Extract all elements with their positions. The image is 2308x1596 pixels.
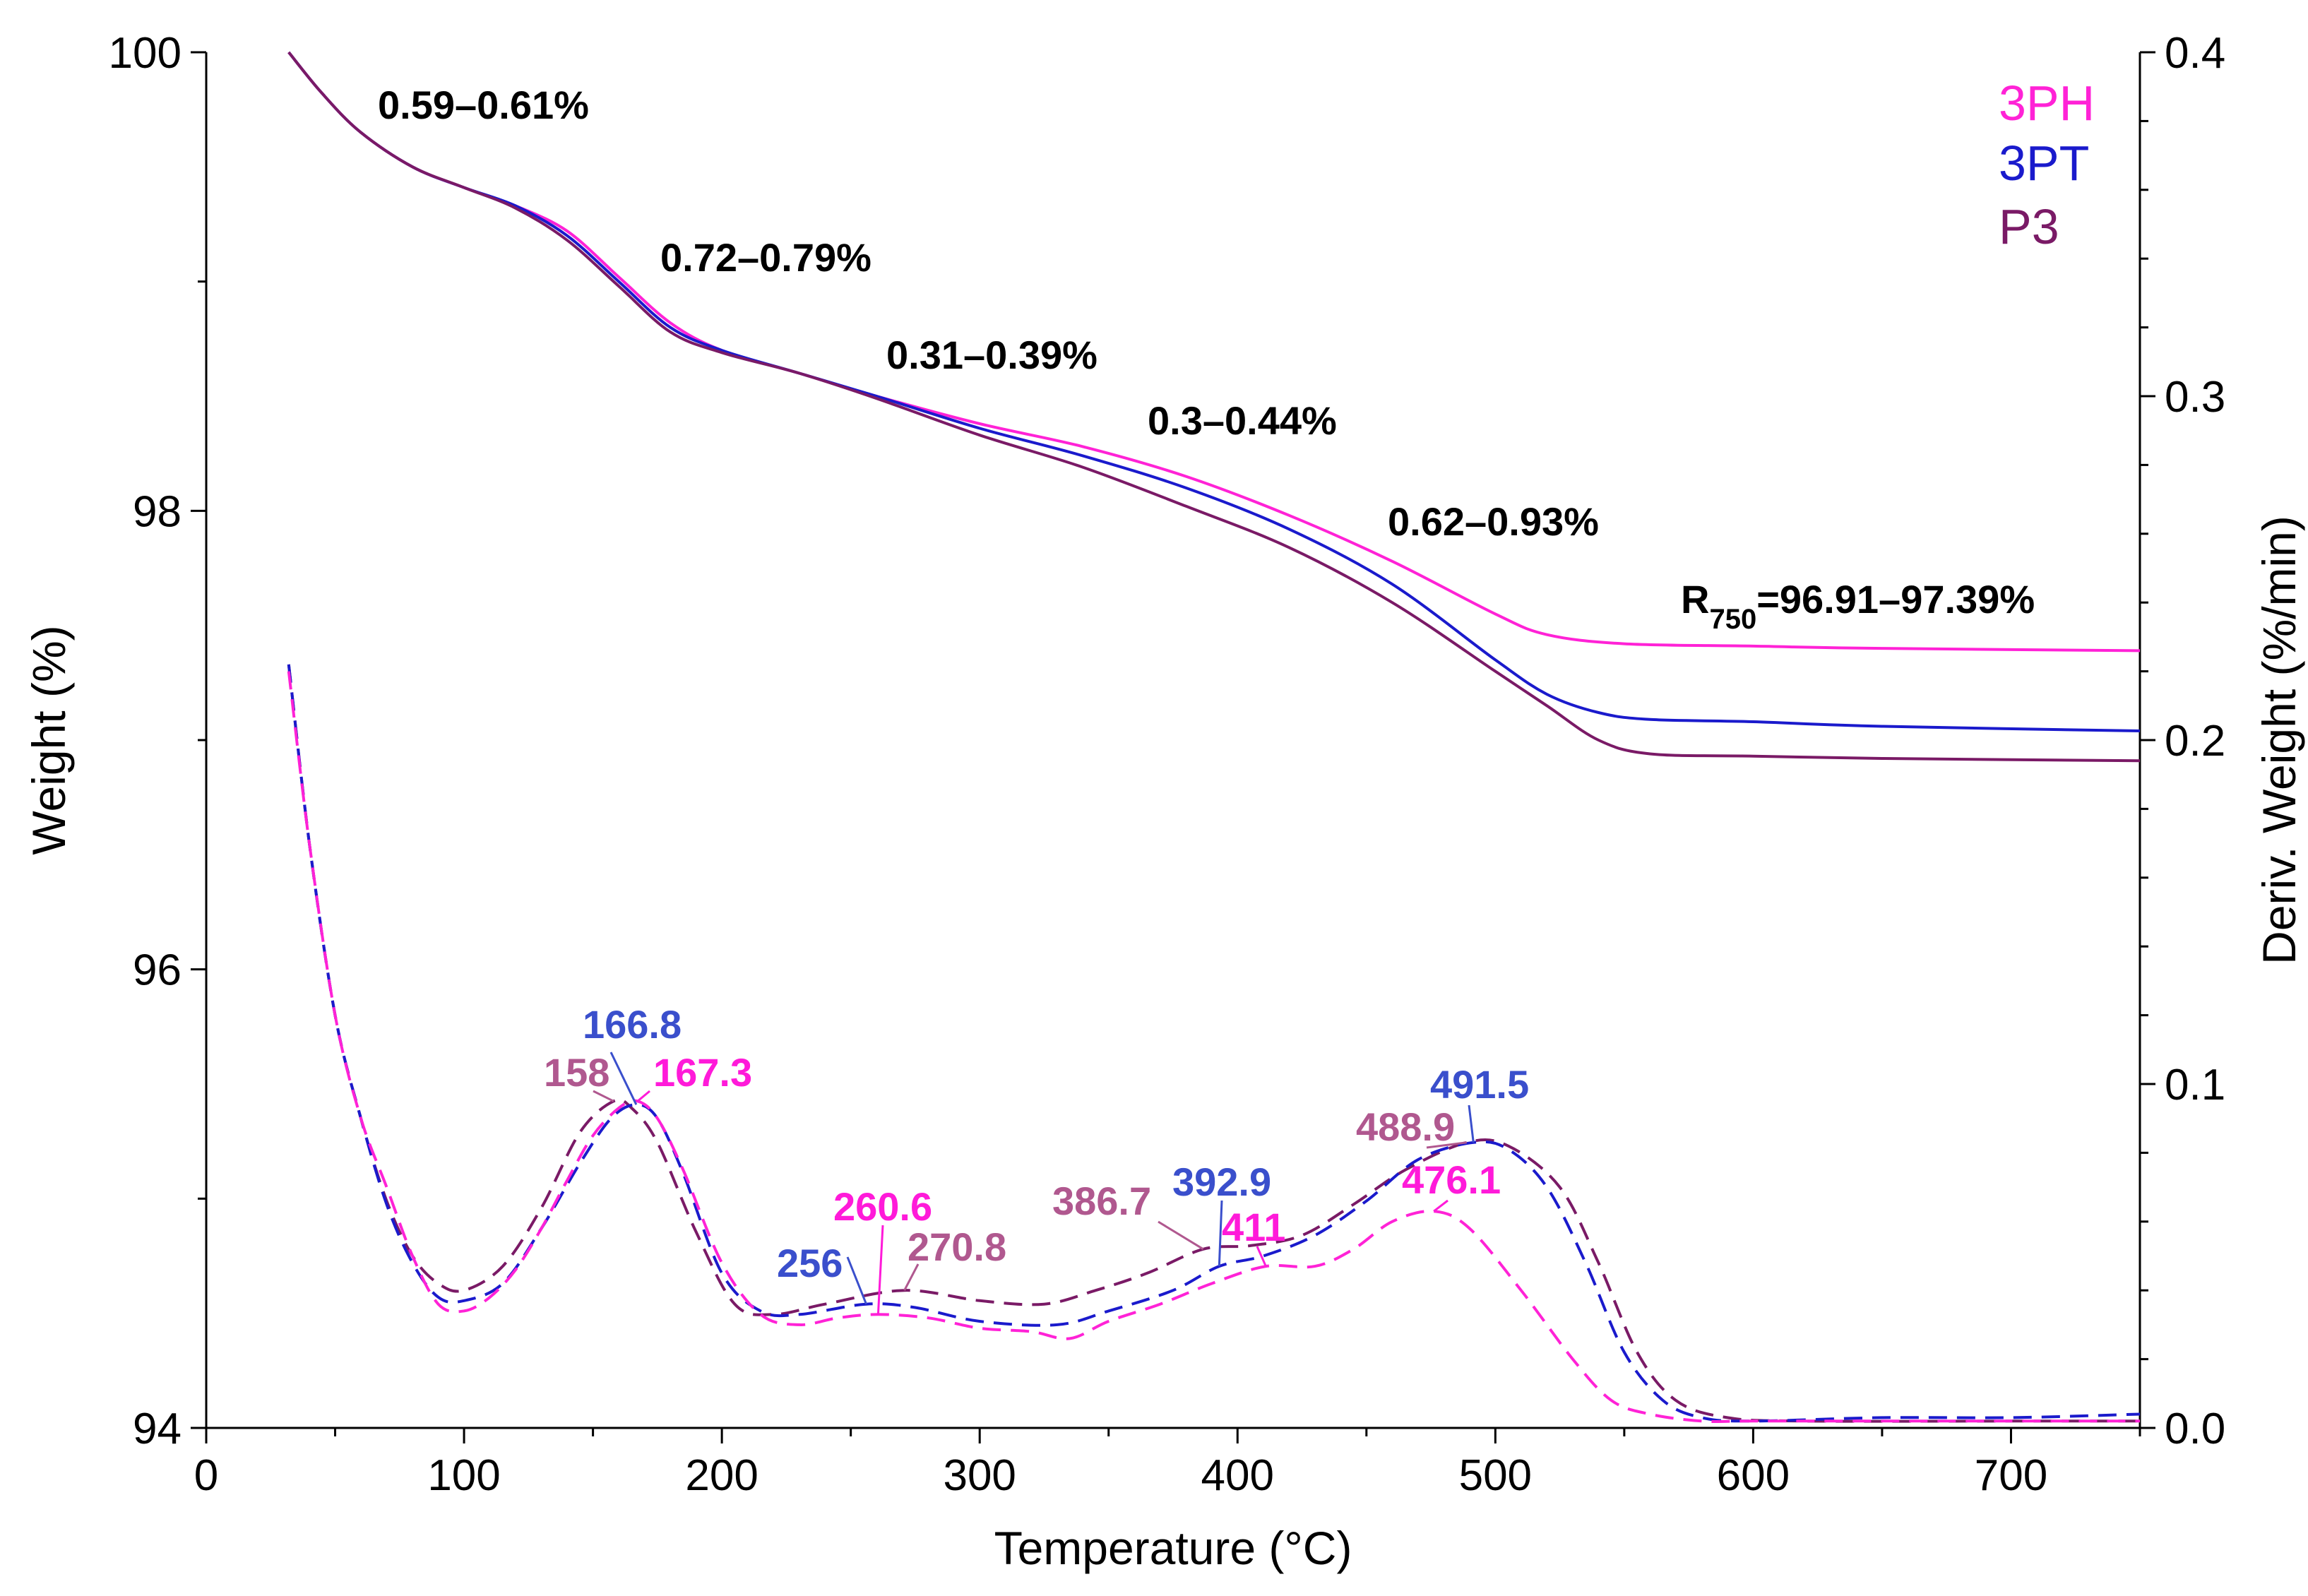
peak-label-3pt-256: 256	[777, 1241, 843, 1285]
peak-leader-line	[1158, 1220, 1204, 1251]
mass-loss-label: 0.62–0.93%	[1388, 499, 1599, 544]
legend-entry-p3: P3	[1999, 199, 2059, 254]
x-tick-label: 400	[1201, 1451, 1274, 1500]
peak-leader-lines	[593, 1052, 1475, 1315]
y-tick-label: 96	[133, 946, 182, 995]
peak-leader-line	[593, 1090, 614, 1102]
y-tick-label: 100	[109, 29, 182, 78]
mass-loss-label: 0.3–0.44%	[1148, 398, 1337, 443]
residue-label: R750=96.91–97.39%	[1681, 577, 2035, 635]
y-tick-label: 94	[133, 1405, 182, 1453]
y2-axis-title: Deriv. Weight (%/min)	[2253, 516, 2305, 965]
peak-label-p3-386-7: 386.7	[1052, 1179, 1151, 1223]
x-tick-label: 0	[194, 1451, 218, 1500]
peak-leader-line	[636, 1090, 650, 1102]
x-tick-label: 600	[1717, 1451, 1790, 1500]
peak-leader-line	[609, 1052, 638, 1105]
peak-leader-line	[1468, 1104, 1475, 1143]
y-tick-label: 98	[133, 487, 182, 536]
residue-prefix: R	[1681, 577, 1709, 621]
peak-label-3pt-491-5: 491.5	[1430, 1062, 1529, 1107]
mass-loss-label: 0.59–0.61%	[378, 83, 589, 127]
peak-label-3ph-411: 411	[1222, 1205, 1285, 1249]
x-tick-label: 300	[943, 1451, 1016, 1500]
y2-tick-label: 0.1	[2165, 1061, 2225, 1109]
peak-label-3ph-167-3: 167.3	[653, 1050, 752, 1095]
axis-tick-labels: 0 100 200 300 400 500 600 700 94 96 98 100 0.0 0.1 0.2…	[109, 29, 2226, 1500]
y2-tick-label: 0.2	[2165, 717, 2225, 766]
peak-annotations: 166.8 158 167.3 260.6 256 270.8 386.7 39…	[544, 1002, 1529, 1285]
dtg-line-3ph	[287, 671, 2140, 1424]
mass-loss-label: 0.31–0.39%	[886, 333, 1098, 377]
peak-label-3ph-260-6: 260.6	[833, 1184, 932, 1229]
peak-label-3ph-476-1: 476.1	[1402, 1157, 1501, 1202]
axis-ticks	[191, 51, 2155, 1443]
peak-leader-line	[1426, 1141, 1467, 1149]
x-tick-label: 500	[1459, 1451, 1532, 1500]
x-tick-label: 700	[1975, 1451, 2047, 1500]
peak-leader-line	[903, 1263, 920, 1291]
peak-label-p3-270-8: 270.8	[908, 1225, 1006, 1269]
x-axis-title: Temperature (°C)	[994, 1522, 1352, 1574]
plot-frame	[205, 52, 2141, 1429]
x-tick-label: 200	[685, 1451, 758, 1500]
peak-label-p3-488-9: 488.9	[1356, 1104, 1455, 1149]
peak-leader-line	[876, 1225, 884, 1315]
y2-tick-label: 0.4	[2165, 29, 2225, 78]
dtg-curves	[287, 664, 2141, 1424]
legend-entry-3pt: 3PT	[1999, 136, 2089, 191]
y-axis-title: Weight (%)	[23, 625, 75, 854]
legend: 3PH 3PT P3	[1999, 76, 2095, 254]
residue-value: =96.91–97.39%	[1756, 577, 2035, 621]
peak-label-3pt-392-9: 392.9	[1172, 1160, 1271, 1204]
x-tick-label: 100	[427, 1451, 500, 1500]
y2-tick-label: 0.3	[2165, 373, 2225, 422]
tga-line-3ph	[287, 51, 2141, 653]
residue-subscript: 750	[1709, 604, 1756, 635]
peak-leader-line	[1256, 1246, 1267, 1267]
tga-line-p3	[287, 51, 2141, 763]
peak-label-3pt-166-8: 166.8	[583, 1002, 682, 1047]
peak-leader-line	[846, 1256, 867, 1305]
peak-label-p3-158: 158	[544, 1050, 609, 1095]
peak-leader-line	[1218, 1200, 1223, 1267]
mass-loss-annotations: 0.59–0.61% 0.72–0.79% 0.31–0.39% 0.3–0.4…	[378, 83, 2035, 635]
peak-leader-line	[1433, 1199, 1449, 1213]
dtg-line-p3	[287, 664, 2140, 1423]
legend-entry-3ph: 3PH	[1999, 76, 2095, 131]
dtg-line-3pt	[287, 664, 2141, 1423]
tga-line-3pt	[287, 51, 2141, 732]
y2-tick-label: 0.0	[2165, 1405, 2225, 1453]
tga-curves	[287, 51, 2141, 763]
mass-loss-label: 0.72–0.79%	[660, 235, 872, 280]
